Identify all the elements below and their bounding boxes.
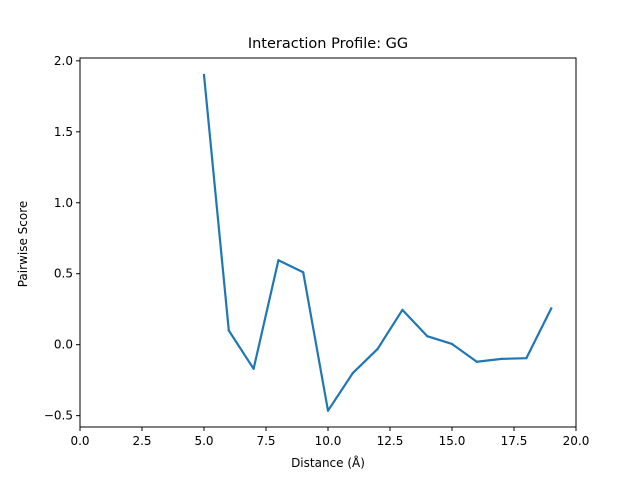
data-point	[525, 357, 528, 360]
y-tick-label: 2.0	[54, 54, 73, 68]
x-tick-label: 2.5	[132, 434, 151, 448]
x-axis-title: Distance (Å)	[291, 455, 365, 470]
data-point	[500, 357, 503, 360]
data-point	[450, 342, 454, 346]
data-point	[376, 347, 379, 351]
data-point	[550, 307, 553, 310]
data-point	[401, 308, 404, 312]
y-tick-label: 1.0	[54, 196, 73, 210]
y-tick-label: 0.0	[54, 338, 73, 352]
plot-area	[202, 73, 553, 412]
data-point	[351, 371, 354, 375]
y-tick-label: 0.5	[54, 267, 73, 281]
data-point	[475, 360, 478, 363]
x-tick-label: 15.0	[439, 434, 466, 448]
data-point	[252, 367, 255, 370]
data-point	[227, 329, 230, 332]
axes: 0.0 2.5 5.0 7.5 10.0 12.5 15.0 17.5 20.0 −0.5 0.0 0…	[44, 54, 590, 448]
data-point	[202, 73, 206, 77]
data-point	[426, 335, 429, 338]
x-tick-label: 12.5	[377, 434, 404, 448]
y-tick-label: −0.5	[44, 409, 73, 423]
x-tick-label: 20.0	[563, 434, 590, 448]
x-tick-label: 10.0	[315, 434, 342, 448]
y-tick-label: 1.5	[54, 125, 73, 139]
x-tick-label: 5.0	[194, 434, 213, 448]
x-tick-label: 7.5	[256, 434, 275, 448]
data-point	[302, 271, 305, 274]
x-tick-label: 17.5	[501, 434, 528, 448]
y-axis-title: Pairwise Score	[16, 201, 30, 288]
data-point	[277, 259, 280, 262]
chart-title: Interaction Profile: GG	[248, 36, 408, 52]
data-point	[326, 409, 330, 412]
x-tick-label: 0.0	[70, 434, 89, 448]
